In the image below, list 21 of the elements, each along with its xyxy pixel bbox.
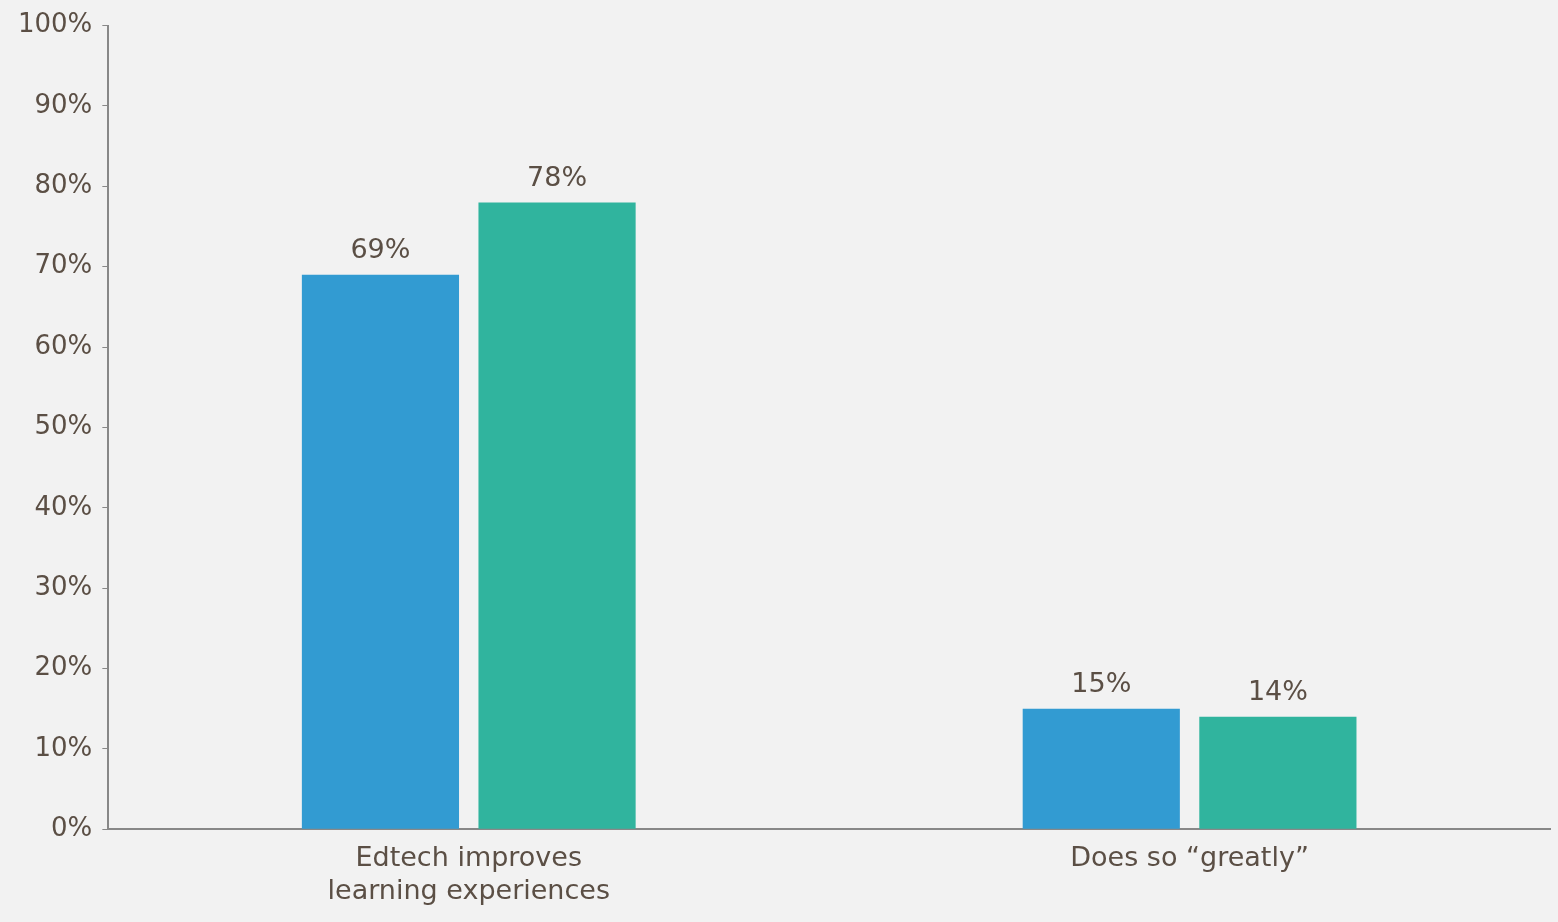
y-tick-label: 70% <box>34 249 93 280</box>
y-tick-label: 10% <box>34 731 93 762</box>
y-tick-label: 100% <box>17 8 93 39</box>
x-tick-label: Does so “greatly” <box>1070 841 1309 873</box>
y-tick-label: 60% <box>34 329 93 360</box>
bar <box>1022 708 1180 829</box>
data-label: 14% <box>1247 675 1308 707</box>
y-tick-label: 0% <box>51 811 93 842</box>
x-tick-label: Edtech improves learning experiences <box>327 841 610 905</box>
y-tick-label: 30% <box>34 570 93 601</box>
bar <box>301 274 460 829</box>
bar <box>478 202 636 829</box>
data-label: 78% <box>527 160 588 192</box>
data-label: 15% <box>1071 667 1132 699</box>
y-tick-label: 40% <box>34 490 93 521</box>
y-tick-label: 80% <box>34 169 93 200</box>
y-tick-label: 20% <box>34 651 93 682</box>
data-label: 69% <box>350 233 411 265</box>
bar <box>1199 716 1357 829</box>
y-tick-label: 50% <box>34 410 93 441</box>
y-tick-label: 90% <box>34 88 93 119</box>
